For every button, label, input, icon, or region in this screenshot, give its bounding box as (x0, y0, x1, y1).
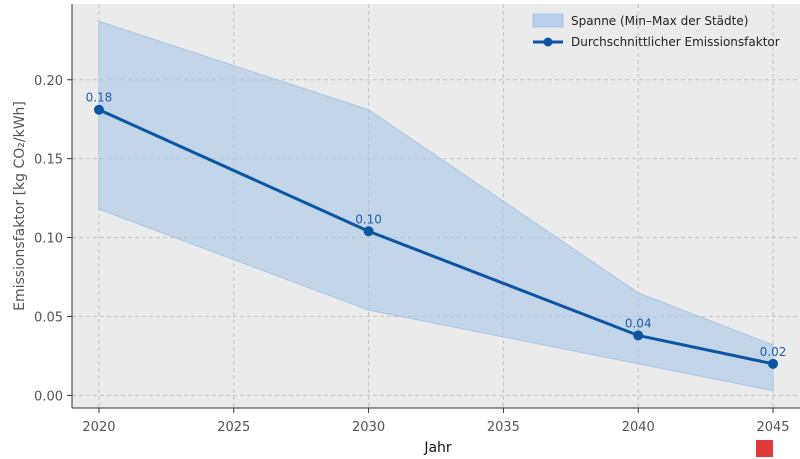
series-layer (93, 104, 779, 369)
y-tick-label: 0.10 (34, 232, 63, 247)
legend: Spanne (Min–Max der Städte) Durchschnitt… (532, 13, 780, 49)
x-tick-label: 2025 (217, 420, 250, 435)
data-point (93, 104, 104, 115)
x-tick-label: 2040 (622, 420, 655, 435)
data-labels-layer: 0.18 0.10 0.04 0.02 (86, 91, 787, 359)
y-tick-label: 0.05 (34, 310, 63, 325)
legend-line-label: Durchschnittlicher Emissionsfaktor (571, 35, 780, 49)
data-point (633, 330, 644, 341)
x-axis-label: Jahr (423, 440, 452, 456)
x-tick-label: 2020 (82, 420, 115, 435)
y-tick-label: 0.20 (34, 74, 63, 89)
y-tick-label: 0.00 (34, 389, 63, 404)
x-tick-label: 2030 (352, 420, 385, 435)
legend-line-marker (543, 37, 553, 47)
data-point (768, 358, 779, 369)
range-band (98, 20, 774, 392)
axes (67, 4, 800, 413)
series-line (97, 108, 775, 366)
legend-band-swatch (532, 13, 564, 28)
legend-band-label: Spanne (Min–Max der Städte) (571, 14, 748, 28)
data-label: 0.10 (355, 212, 382, 226)
data-label: 0.04 (625, 316, 652, 330)
tick-labels: 2020 2025 2030 2035 2040 2045 0.00 0.05 0.10 0.15… (34, 74, 790, 435)
y-axis-label: Emissionsfaktor [kg CO₂/kWh] (12, 101, 28, 311)
x-tick-label: 2045 (756, 420, 789, 435)
range-band-layer (98, 20, 774, 392)
data-label: 0.02 (760, 345, 787, 359)
x-tick-label: 2035 (487, 420, 520, 435)
red-marker-square (756, 440, 773, 457)
data-point (363, 226, 374, 237)
y-tick-label: 0.15 (34, 153, 63, 168)
data-label: 0.18 (86, 91, 113, 105)
